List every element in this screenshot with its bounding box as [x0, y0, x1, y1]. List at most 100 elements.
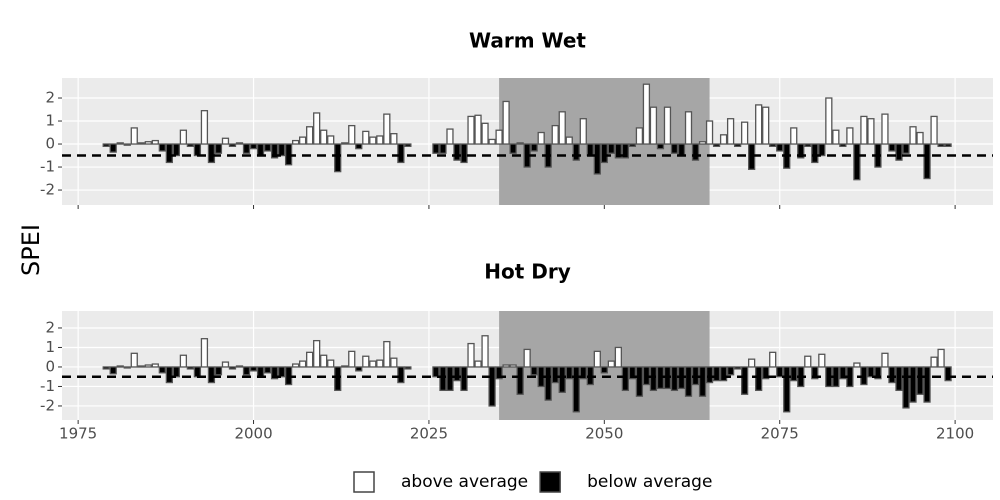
bar: [769, 351, 777, 368]
bar: [579, 118, 587, 145]
bar: [909, 126, 917, 145]
legend-key: [353, 471, 375, 493]
bar: [895, 366, 903, 392]
bar: [621, 366, 630, 392]
bar: [432, 366, 440, 378]
bar: [895, 143, 903, 161]
y-tick-label: -2: [40, 396, 55, 414]
bar: [102, 366, 110, 370]
bar: [719, 134, 728, 145]
bar: [614, 143, 622, 159]
bar: [165, 366, 173, 384]
bar: [944, 143, 952, 147]
bar: [628, 143, 637, 147]
bar: [916, 366, 924, 395]
bar: [453, 366, 461, 382]
bar: [790, 366, 798, 382]
bar: [930, 356, 938, 368]
bar: [397, 366, 405, 384]
y-tick-label: 0: [45, 357, 55, 375]
bar: [628, 366, 637, 380]
bar: [776, 143, 784, 152]
bar: [172, 366, 180, 378]
bar: [158, 366, 166, 374]
y-tick-label: -1: [40, 377, 55, 395]
bar: [376, 135, 384, 145]
bar: [362, 130, 370, 145]
bar: [719, 366, 728, 382]
bar: [888, 366, 896, 384]
bar: [516, 142, 524, 145]
bar: [165, 143, 173, 164]
bar: [565, 366, 573, 380]
bar: [593, 143, 601, 175]
bar: [306, 126, 314, 145]
bar: [509, 143, 517, 154]
bar: [726, 366, 735, 376]
bar: [102, 143, 110, 147]
bar: [179, 354, 188, 368]
bar: [691, 143, 700, 161]
bar: [712, 366, 721, 382]
bar: [551, 366, 559, 384]
bar: [944, 366, 952, 382]
bar: [481, 122, 489, 145]
bar: [383, 113, 391, 145]
bar: [558, 366, 566, 393]
bar: [909, 366, 917, 403]
bar: [516, 366, 524, 395]
bar: [404, 143, 412, 147]
highlight-region: [499, 78, 710, 205]
x-tick-label: 2075: [761, 425, 799, 443]
bar: [551, 124, 559, 145]
bar: [130, 127, 138, 145]
x-tick-label: 2025: [410, 425, 448, 443]
bar: [881, 113, 889, 145]
bar: [123, 366, 131, 369]
bar: [712, 143, 721, 147]
bar: [179, 129, 188, 145]
bar: [755, 104, 763, 145]
bar: [460, 143, 468, 164]
bar: [502, 100, 510, 145]
bar: [733, 366, 742, 370]
bar: [523, 348, 531, 368]
bar: [334, 366, 342, 392]
bar: [362, 355, 370, 368]
bar: [698, 366, 707, 397]
bar: [172, 143, 180, 157]
bar: [446, 128, 454, 145]
bar: [874, 366, 882, 380]
bar: [256, 366, 265, 378]
bar: [776, 366, 784, 378]
bar: [116, 142, 124, 145]
bar: [432, 143, 440, 154]
bar: [439, 366, 447, 392]
panel-title: Warm Wet: [469, 29, 586, 53]
bar: [291, 363, 300, 368]
bar: [607, 143, 615, 154]
bar: [937, 348, 945, 368]
bar: [544, 366, 552, 401]
bar: [565, 136, 573, 145]
bar: [846, 127, 854, 145]
bar: [762, 106, 770, 145]
bar: [593, 350, 601, 368]
bar: [474, 360, 482, 368]
bar: [109, 143, 117, 153]
bar: [839, 366, 847, 380]
bar: [137, 365, 145, 368]
bar: [649, 106, 658, 145]
y-tick-label: 1: [45, 338, 55, 356]
bar: [263, 143, 272, 152]
y-tick-label: 1: [45, 112, 55, 130]
bar: [832, 129, 840, 145]
bar: [270, 366, 279, 380]
highlight-region: [499, 311, 710, 420]
bar: [804, 355, 812, 368]
bar: [656, 143, 665, 150]
bar: [214, 366, 223, 376]
bar: [607, 360, 615, 368]
panel-title: Hot Dry: [484, 260, 571, 284]
bar: [642, 83, 651, 145]
